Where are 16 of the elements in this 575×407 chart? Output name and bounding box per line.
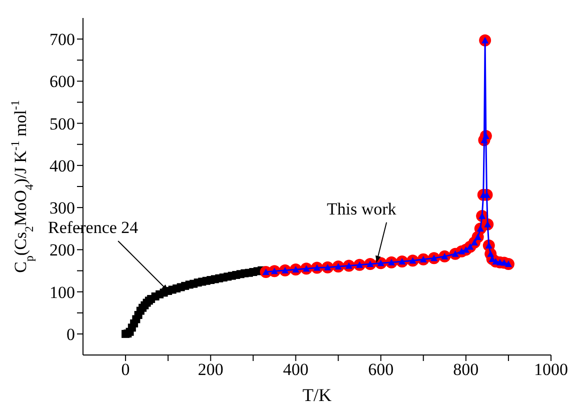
y-tick-label: 400 xyxy=(50,156,75,176)
x-tick-label: 400 xyxy=(282,360,308,380)
y-tick-label: 500 xyxy=(50,114,75,134)
x-tick-label: 1000 xyxy=(534,360,568,380)
y-tick-label: 600 xyxy=(50,72,75,92)
y-tick-label: 0 xyxy=(66,324,75,344)
x-tick-label: 800 xyxy=(453,360,479,380)
x-tick-label: 0 xyxy=(121,360,130,380)
y-tick-label: 700 xyxy=(50,30,75,50)
x-axis-title: T/K xyxy=(302,385,332,405)
y-tick-label: 200 xyxy=(50,240,75,260)
annotation: This work xyxy=(326,199,397,218)
x-tick-label: 600 xyxy=(368,360,394,380)
x-tick-label: 200 xyxy=(198,360,224,380)
y-tick-label: 300 xyxy=(50,198,75,218)
y-tick-label: 100 xyxy=(50,282,75,302)
